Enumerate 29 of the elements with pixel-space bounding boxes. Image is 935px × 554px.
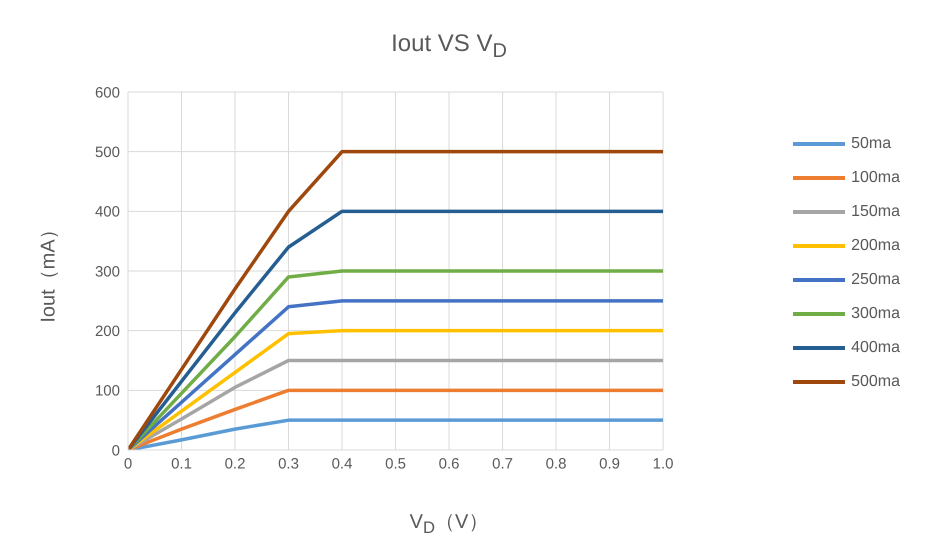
x-tick-label: 0	[124, 456, 132, 473]
x-axis-title: V$_{D}$（V）	[408, 510, 490, 538]
legend-label: 150ma	[851, 202, 900, 220]
x-tick-label: 1.0	[652, 456, 674, 473]
x-tick-label: 0.8	[546, 456, 566, 473]
y-tick-label: 200	[94, 322, 120, 340]
y-tick-label: 300	[94, 263, 120, 280]
legend-label: 400ma	[851, 338, 900, 356]
legend-label: 200ma	[851, 236, 900, 254]
legend-label: 500ma	[851, 372, 900, 390]
legend-label: 100ma	[851, 168, 900, 186]
x-tick-label: 0.3	[278, 456, 299, 473]
y-tick-label: 100	[94, 382, 120, 400]
x-tick-label: 0.7	[492, 456, 513, 473]
y-tick-label: 500	[94, 144, 120, 161]
legend-label: 50ma	[851, 134, 892, 152]
y-tick-label: 0	[112, 442, 120, 460]
y-axis-title: Iout（mA）	[36, 219, 60, 323]
x-tick-label: 0.1	[171, 456, 192, 473]
legend-label: 300ma	[851, 304, 900, 322]
x-tick-label: 0.5	[385, 456, 406, 473]
x-tick-label: 0.9	[599, 456, 620, 473]
chart-title: Iout VS V$_{D}$	[390, 30, 508, 63]
x-tick-label: 0.4	[332, 456, 352, 473]
x-tick-label: 0.2	[224, 456, 246, 473]
y-tick-label: 600	[94, 84, 120, 102]
legend-label: 250ma	[851, 270, 900, 288]
x-tick-label: 0.6	[438, 456, 460, 473]
y-tick-label: 400	[94, 204, 120, 221]
